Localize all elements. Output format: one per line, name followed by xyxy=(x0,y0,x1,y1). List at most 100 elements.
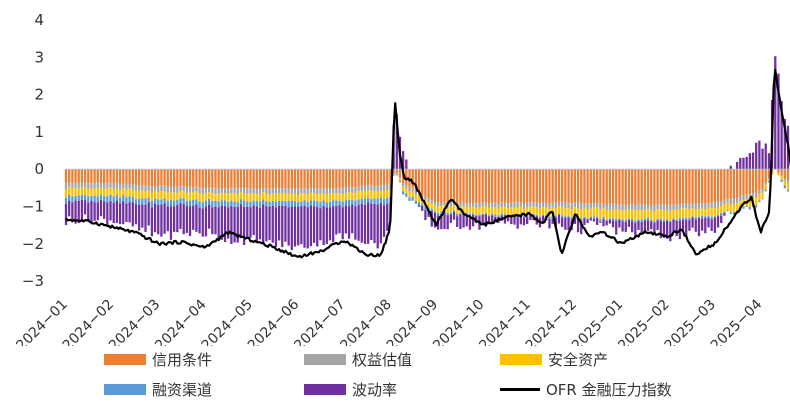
bar-segment-equity xyxy=(665,205,669,211)
bar-segment-volatility xyxy=(338,205,341,234)
bar-segment-volatility xyxy=(665,221,669,239)
bar-segment-credit xyxy=(319,169,322,188)
bar-segment-credit xyxy=(68,169,71,182)
bar-segment-funding xyxy=(118,197,122,204)
bar-segment-volatility xyxy=(551,218,554,224)
bar-segment-equity xyxy=(707,202,710,208)
bar-segment-equity xyxy=(573,202,577,208)
bar-segment-safe xyxy=(277,193,281,201)
bar-segment-credit xyxy=(325,169,328,189)
bar-segment-credit xyxy=(297,169,300,189)
bar-segment-funding xyxy=(347,199,351,207)
bar-segment-safe xyxy=(112,189,115,197)
bar-segment-credit xyxy=(93,169,96,183)
legend-item-equity: 权益估值 xyxy=(304,348,412,370)
bar-segment-safe xyxy=(169,192,173,201)
bar-segment-credit xyxy=(347,169,351,187)
bar-segment-volatility xyxy=(147,202,150,226)
bar-segment-safe xyxy=(83,187,87,195)
bar-segment-credit xyxy=(427,169,430,199)
bar-segment-equity xyxy=(284,188,287,194)
bar-segment-credit xyxy=(182,169,185,187)
bar-segment-funding xyxy=(745,205,748,207)
bar-segment-safe xyxy=(77,188,80,196)
bar-segment-equity xyxy=(150,186,154,193)
bar-segment-funding xyxy=(125,197,128,204)
bar-segment-safe xyxy=(659,209,662,219)
bar-segment-equity xyxy=(68,181,71,187)
bar-segment-equity xyxy=(739,195,742,202)
bar-segment-credit xyxy=(363,169,367,186)
bar-segment-funding xyxy=(471,213,475,215)
x-tick-label: 2024−07 xyxy=(291,297,348,346)
bar-segment-equity xyxy=(646,204,650,210)
x-tick-label: 2024−03 xyxy=(106,297,163,346)
bar-segment-safe xyxy=(220,193,223,201)
bar-segment-funding xyxy=(704,216,707,218)
bar-segment-volatility xyxy=(290,206,293,251)
bar-segment-credit xyxy=(112,169,115,184)
bar-segment-funding xyxy=(179,198,182,204)
bar-segment-credit xyxy=(134,169,138,185)
bar-segment-volatility xyxy=(541,215,545,223)
bar-segment-credit xyxy=(783,169,786,179)
bar-segment-volatility xyxy=(748,153,751,170)
bar-segment-safe xyxy=(363,190,367,199)
bar-segment-equity xyxy=(176,186,179,193)
bar-segment-credit xyxy=(274,169,278,188)
bar-segment-equity xyxy=(281,188,284,194)
bar-segment-safe xyxy=(777,172,780,176)
bar-segment-equity xyxy=(109,182,112,188)
bar-segment-safe xyxy=(382,190,386,199)
bar-segment-volatility xyxy=(150,207,154,237)
bar-segment-volatility xyxy=(341,207,344,240)
bar-segment-credit xyxy=(583,169,586,204)
bar-segment-safe xyxy=(71,188,74,197)
bar-segment-funding xyxy=(532,213,535,216)
bar-segment-funding xyxy=(720,212,723,216)
bar-segment-credit xyxy=(249,169,252,189)
bar-segment-credit xyxy=(83,169,87,183)
bar-segment-safe xyxy=(176,192,179,200)
bar-segment-equity xyxy=(220,188,223,194)
bar-segment-funding xyxy=(309,200,313,206)
bar-segment-funding xyxy=(538,216,542,218)
bar-segment-funding xyxy=(402,191,405,195)
bar-segment-equity xyxy=(653,205,656,212)
bar-segment-safe xyxy=(341,194,344,202)
bar-segment-safe xyxy=(675,209,678,220)
bar-segment-equity xyxy=(742,195,745,201)
bar-segment-credit xyxy=(103,169,106,184)
bar-segment-volatility xyxy=(440,213,443,230)
bar-segment-safe xyxy=(554,208,557,216)
bar-segment-credit xyxy=(405,169,408,186)
bar-segment-safe xyxy=(414,194,418,201)
bar-segment-equity xyxy=(786,180,790,183)
bar-segment-funding xyxy=(697,216,701,219)
bar-segment-safe xyxy=(583,207,586,217)
bar-segment-credit xyxy=(570,169,573,204)
bar-segment-safe xyxy=(640,210,643,220)
bar-segment-equity xyxy=(465,203,468,207)
bar-segment-credit xyxy=(150,169,154,187)
bar-segment-funding xyxy=(367,197,370,203)
bar-segment-credit xyxy=(494,169,497,203)
bar-segment-credit xyxy=(258,169,262,189)
bar-segment-equity xyxy=(576,202,580,209)
bar-segment-funding xyxy=(332,200,335,207)
bar-segment-volatility xyxy=(459,214,462,230)
bar-segment-volatility xyxy=(328,207,332,241)
bar-segment-credit xyxy=(742,169,745,196)
bar-segment-volatility xyxy=(255,206,258,242)
bar-segment-volatility xyxy=(548,219,551,229)
bar-segment-funding xyxy=(182,197,185,205)
bar-segment-safe xyxy=(198,193,201,202)
bar-segment-credit xyxy=(360,169,363,186)
bar-segment-funding xyxy=(662,219,666,222)
bar-segment-safe xyxy=(475,207,478,215)
bar-segment-volatility xyxy=(456,216,459,227)
legend-label-funding: 融资渠道 xyxy=(152,380,213,399)
bar-segment-credit xyxy=(739,169,742,196)
bar-segment-safe xyxy=(344,193,348,201)
bar-segment-equity xyxy=(605,204,608,210)
